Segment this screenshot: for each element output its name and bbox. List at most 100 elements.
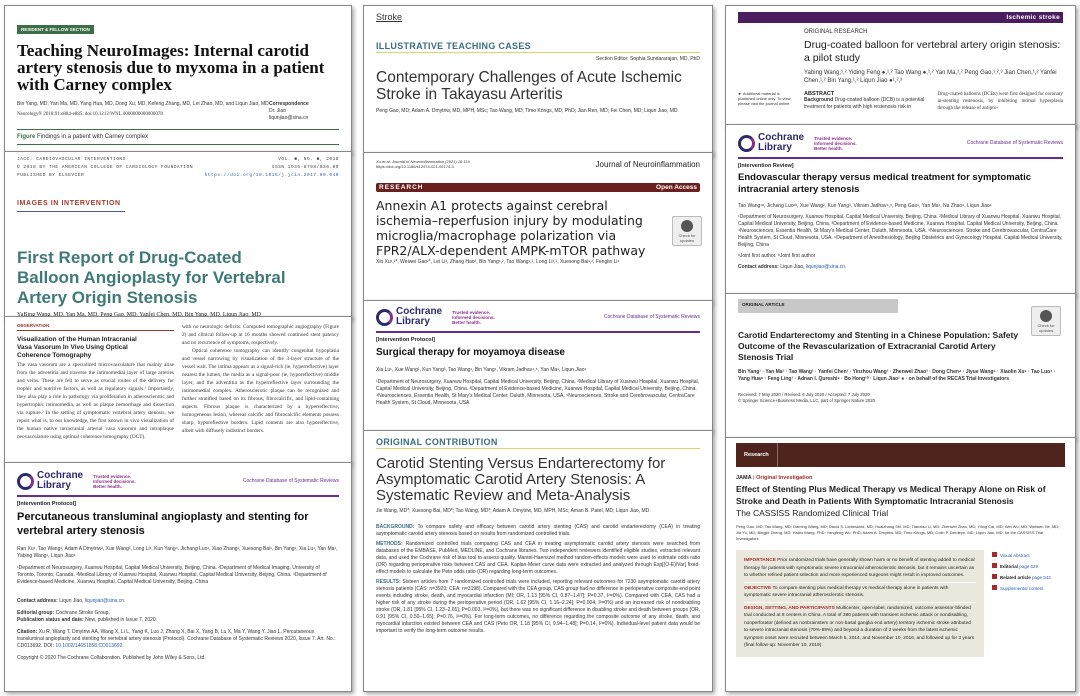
- check-label: Check for: [678, 233, 696, 238]
- cochrane-pta-article: Cochrane Library Trusted evidence. Informe…: [4, 462, 352, 692]
- objective-text: To compare stenting plus medical therapy…: [744, 585, 949, 599]
- check-for-updates-button[interactable]: Check for updates: [672, 216, 702, 246]
- side-note: ► Additional material is published onlin…: [738, 91, 792, 106]
- authors: YaBing Wang, MD, Yan Ma, MD, Peng Gao, M…: [17, 312, 261, 318]
- link-label: Related article: [1000, 575, 1031, 580]
- article-title: Drug-coated balloon for vertebral artery…: [804, 39, 1061, 64]
- article-title: Surgical therapy for moyamoya disease: [376, 347, 565, 358]
- supplemental-link[interactable]: Supplemental content: [992, 583, 1051, 594]
- publisher: PUBLISHED BY ELSEVIER: [17, 173, 85, 178]
- abstract-label: ABSTRACT: [804, 91, 835, 97]
- section-label: ORIGINAL CONTRIBUTION: [376, 437, 700, 449]
- design-text: Multicenter, open-label, randomized, out…: [744, 605, 975, 649]
- doi-link[interactable]: https://doi.org/10.1186/s12974-021-02174…: [376, 164, 454, 169]
- body-text: The vasa vasorum are a specialized micro…: [17, 362, 174, 440]
- article-title: First Report of Drug-Coated Balloon Angi…: [17, 248, 286, 307]
- original-contribution-article: ORIGINAL CONTRIBUTION Carotid Stenting V…: [363, 430, 713, 692]
- background-label: Background: [804, 97, 834, 103]
- check-updates-icon: [1040, 310, 1052, 322]
- methods-text: Randomized controlled trials comparing C…: [376, 541, 700, 575]
- category-banner: Ischemic stroke: [738, 12, 1063, 23]
- contact-email[interactable]: liqunjiao@sina.cn.: [805, 264, 847, 270]
- related-article-link[interactable]: Related article page 543: [992, 572, 1051, 583]
- check-for-updates-button[interactable]: Check for updates: [1031, 306, 1061, 336]
- article-title: Percutaneous transluminal angioplasty an…: [17, 511, 309, 537]
- key-points-box: IMPORTANCE Prior randomized trials have …: [736, 550, 984, 657]
- section-label: Research: [736, 443, 778, 467]
- neuroinflammation-article: Xu et al. Journal of Neuroinflammation (…: [363, 152, 713, 302]
- check-label: Check for: [1037, 323, 1055, 328]
- link-label[interactable]: Visual Abstract: [1000, 553, 1030, 558]
- cochrane-moyamoya-article: Cochrane Library Trusted evidence. Informe…: [363, 300, 713, 432]
- correspondence-label: Correspondence: [269, 101, 309, 107]
- review-type: [Intervention Protocol]: [376, 337, 435, 343]
- tagline: Informed decisions.: [452, 314, 495, 320]
- doi-link[interactable]: https://doi.org/10.1016/j.jcin.2017.09.0…: [204, 173, 339, 178]
- tagline: Trusted evidence.: [93, 473, 132, 479]
- article-type: RESEARCH: [379, 184, 424, 191]
- authors: Peng Gao, MD; Tao Wang, MD; Daming Wang,…: [736, 524, 1060, 541]
- link-label: Editorial: [1000, 564, 1019, 569]
- cochrane-logo-icon: [376, 308, 393, 326]
- affiliations: ¹Department of Neurosurgery, Xuanwu Hosp…: [17, 565, 327, 585]
- link-label[interactable]: Supplemental content: [1000, 586, 1044, 591]
- citation: Xu R, Wang T, Dmytriw AA, Wang X, Li L, …: [17, 629, 336, 649]
- authors: Tao Wang¹ᵃ, Jichang Luo¹ᵇ, Xue Wang², Ku…: [738, 203, 992, 209]
- correspondence-name: Dr. Jiao: [269, 108, 286, 114]
- logo-text: Cochrane: [37, 470, 84, 481]
- jama-article: Research JAMA | Original Investigation E…: [725, 437, 1076, 692]
- visual-abstract-link[interactable]: Visual Abstract: [992, 550, 1051, 561]
- contact-email[interactable]: liqunjiao@sina.cn.: [84, 598, 126, 604]
- link-page[interactable]: page 543: [1032, 575, 1051, 580]
- copyright: © Springer Science+Business Media, LLC, …: [738, 398, 876, 403]
- citation-doi[interactable]: 10.1002/14651858.CD013692.: [55, 643, 124, 649]
- section-label: ILLUSTRATIVE TEACHING CASES: [376, 41, 700, 53]
- background-label: BACKGROUND:: [376, 524, 415, 530]
- tagline: Trusted evidence.: [452, 309, 491, 315]
- background-text: To compare safety and efficacy between c…: [376, 524, 700, 537]
- editorial-group: Cochrane Stroke Group.: [55, 610, 110, 616]
- importance-text: Prior randomized trials have generally s…: [744, 558, 975, 578]
- tagline: Informed decisions.: [814, 140, 857, 146]
- cochrane-logo-icon: [738, 134, 755, 152]
- article-banner: RESEARCH Open Access: [376, 183, 700, 192]
- results-text: Sixteen articles from 7 randomized contr…: [376, 579, 701, 634]
- neurology-article: RESIDENT & FELLOW SECTION Teaching Neuro…: [4, 5, 352, 153]
- authors: Bin Yang¹ · Yan Ma¹ · Tao Wang¹ · Yanfei…: [738, 369, 1056, 382]
- check-label: updates: [1038, 328, 1054, 333]
- section-badge: RESIDENT & FELLOW SECTION: [17, 25, 94, 34]
- cochrane-logo: Cochrane Library: [376, 307, 442, 327]
- background-text: Drug-coated balloon (DCB) is a potential…: [804, 97, 925, 110]
- separator: |: [753, 475, 755, 481]
- tagline: Better health.: [814, 145, 843, 151]
- open-access-label: Open Access: [656, 184, 697, 191]
- editorial-link[interactable]: Editorial page 529: [992, 561, 1051, 572]
- logo-text: Library: [396, 316, 430, 327]
- tagline: Informed decisions.: [93, 478, 136, 484]
- authors: Bin Yang, MD, Yan Ma, MD, Yang Hua, MD, …: [17, 101, 269, 107]
- article-title: Contemporary Challenges of Acute Ischemi…: [376, 69, 682, 103]
- copyright: Copyright © 2020 The Cochrane Collaborat…: [17, 655, 206, 661]
- section-label: OBSERVATION: [17, 323, 174, 331]
- plus-icon: [992, 563, 997, 568]
- correspondence-email[interactable]: liqunjiao@sina.cn: [269, 115, 309, 121]
- journal-name: JAMA: [736, 475, 752, 481]
- citation-label: Citation:: [17, 629, 38, 635]
- contact-label: Contact address:: [738, 264, 779, 270]
- body-text: with no neurologic deficits. Computed to…: [182, 324, 339, 346]
- methods-label: METHODS:: [376, 541, 403, 547]
- results-label: RESULTS:: [376, 579, 401, 585]
- database-name: Cochrane Database of Systematic Reviews: [966, 140, 1063, 146]
- logo-text: Cochrane: [758, 132, 805, 143]
- cochrane-logo-icon: [17, 472, 34, 490]
- article-title: Teaching NeuroImages: Internal carotid a…: [17, 41, 325, 94]
- cochrane-logo: Cochrane Library: [738, 133, 804, 153]
- body-text: Drug-coated balloons (DCBs) were first d…: [937, 92, 1064, 111]
- status-label: Publication status and date:: [17, 617, 84, 623]
- article-title: Carotid Endarterectomy and Stenting in a…: [738, 330, 1019, 362]
- article-title: Endovascular therapy versus medical trea…: [738, 172, 1032, 195]
- link-page[interactable]: page 529: [1019, 564, 1039, 569]
- body-text: Optical coherence tomography can identif…: [182, 348, 339, 434]
- joint-authors-note: ᵃJoint first author. ᵇJoint first author: [738, 253, 816, 259]
- affiliations: ¹Department of Neurosurgery, Xuanwu Hosp…: [738, 214, 1063, 248]
